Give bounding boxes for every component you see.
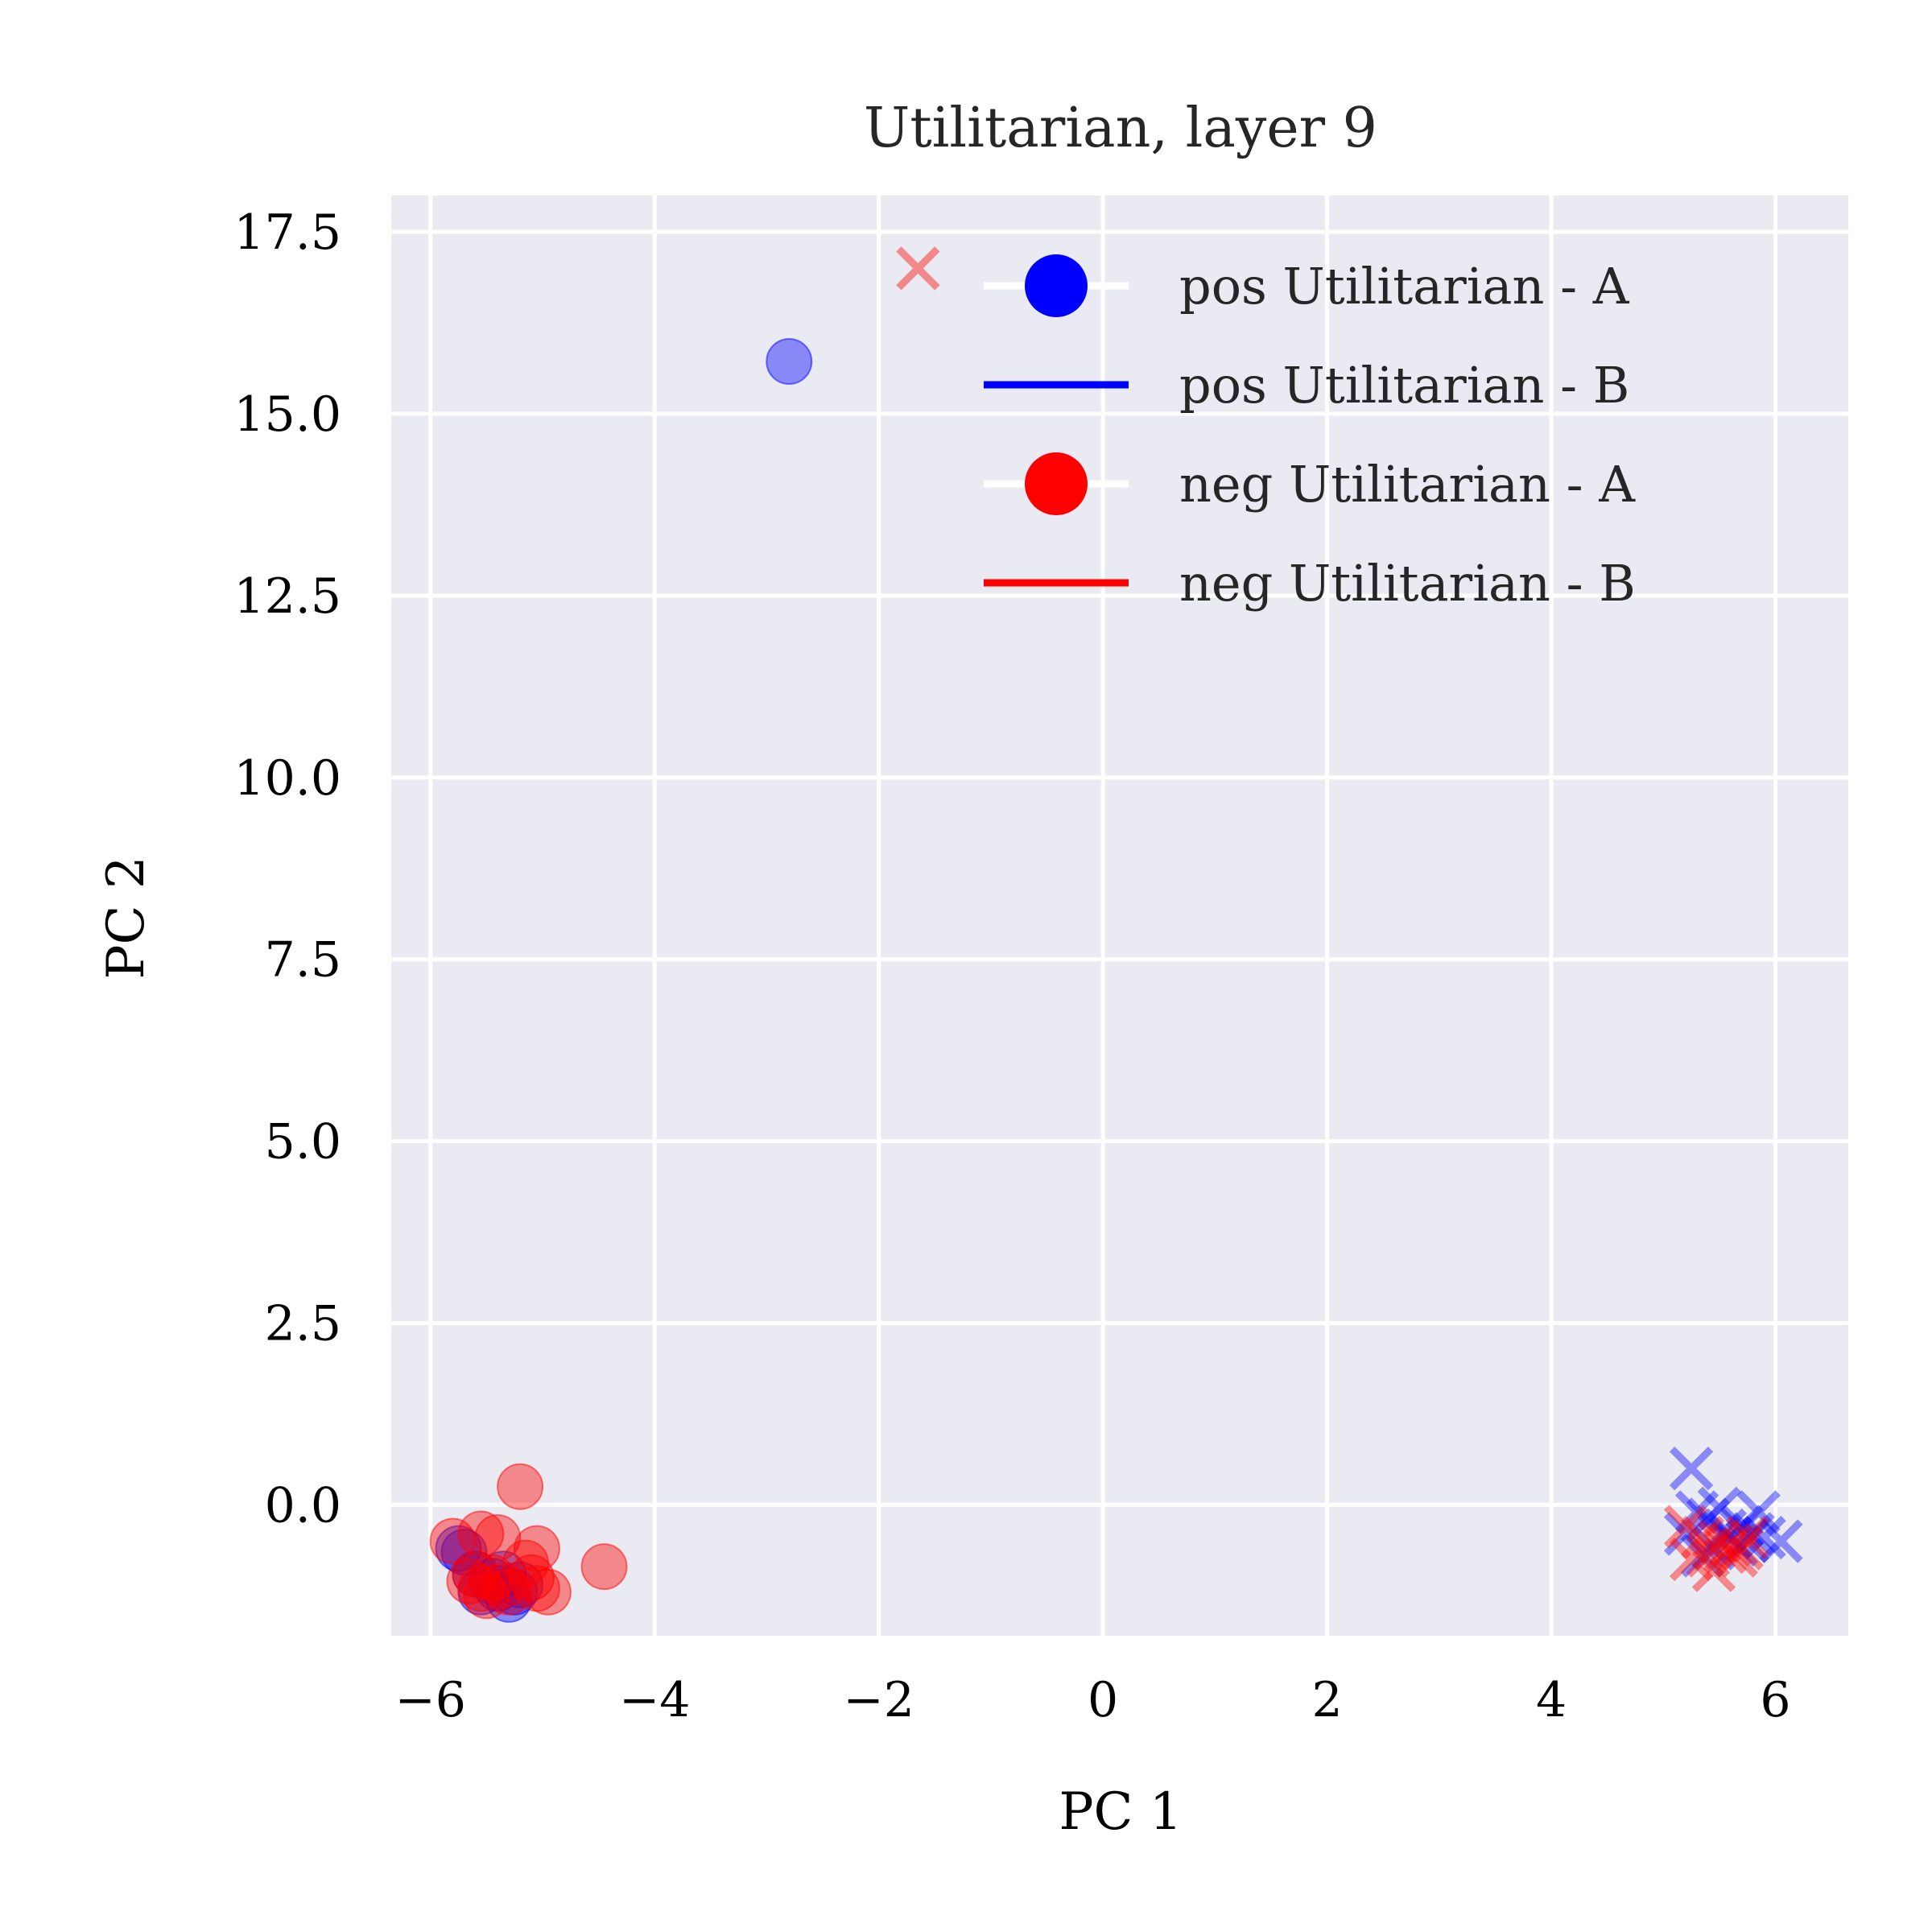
data-point	[1719, 1526, 1764, 1571]
x-tick-label: 6	[1760, 1672, 1790, 1728]
x-tick-label: −2	[843, 1672, 914, 1728]
y-tick-label: 15.0	[233, 386, 341, 443]
data-point	[1663, 1505, 1708, 1549]
data-point	[463, 1572, 510, 1620]
data-points	[429, 246, 1803, 1623]
x-tick-label: −6	[395, 1672, 466, 1728]
grid	[391, 196, 1848, 1636]
data-point	[766, 338, 813, 386]
data-point	[1708, 1522, 1752, 1567]
data-point	[1691, 1526, 1736, 1571]
data-point	[1742, 1515, 1786, 1560]
data-point	[524, 1568, 572, 1616]
data-point	[1686, 1497, 1731, 1542]
x-tick-label: 2	[1311, 1672, 1342, 1728]
data-point	[1759, 1519, 1803, 1563]
legend-item: pos Utilitarian - B	[984, 356, 1629, 415]
chart-title: Utilitarian, layer 9	[864, 97, 1377, 160]
data-point	[1686, 1534, 1731, 1578]
x-tick-label: 0	[1088, 1672, 1118, 1728]
legend-item: pos Utilitarian - A	[984, 254, 1630, 317]
data-point	[1714, 1534, 1758, 1578]
legend: pos Utilitarian - A pos Utilitarian - B ne…	[984, 254, 1636, 613]
data-point	[1714, 1522, 1758, 1567]
y-ticks: 0.0 2.5 5.0 7.5 10.0 12.5 15.0 17.5	[233, 204, 341, 1534]
plot-area	[391, 196, 1848, 1636]
y-tick-label: 2.5	[265, 1295, 341, 1352]
x-axis-label: PC 1	[1059, 1782, 1182, 1842]
data-point	[1725, 1519, 1769, 1563]
data-point	[1719, 1505, 1764, 1549]
data-point	[1691, 1548, 1736, 1592]
y-axis-label: PC 2	[97, 856, 156, 979]
legend-marker	[1025, 452, 1088, 515]
legend-marker	[1025, 254, 1088, 317]
data-point	[1731, 1512, 1775, 1556]
data-point	[1703, 1530, 1748, 1575]
y-tick-label: 10.0	[233, 750, 341, 807]
x-ticks: −6 −4 −2 0 2 4 6	[395, 1672, 1791, 1728]
data-point	[1663, 1512, 1708, 1556]
legend-item: neg Utilitarian - A	[984, 452, 1636, 515]
x-tick-label: −4	[619, 1672, 690, 1728]
legend-label: neg Utilitarian - A	[1179, 455, 1636, 514]
data-point	[1708, 1515, 1752, 1560]
legend-label: pos Utilitarian - B	[1179, 356, 1629, 415]
data-point	[1703, 1508, 1748, 1553]
legend-item: neg Utilitarian - B	[984, 554, 1636, 613]
x-tick-label: 4	[1536, 1672, 1567, 1728]
data-point	[1697, 1486, 1742, 1531]
data-point	[1669, 1447, 1714, 1491]
series-2	[429, 1463, 628, 1620]
y-tick-label: 0.0	[265, 1477, 341, 1534]
data-point	[497, 1463, 544, 1510]
y-tick-label: 17.5	[233, 204, 341, 261]
data-point	[1697, 1519, 1742, 1563]
data-point	[1680, 1534, 1725, 1578]
series-1	[1663, 1447, 1803, 1578]
data-point	[1725, 1515, 1769, 1560]
data-point	[1669, 1537, 1714, 1582]
y-tick-label: 12.5	[233, 568, 341, 625]
data-point	[1680, 1515, 1725, 1560]
data-point	[1736, 1490, 1781, 1534]
y-tick-label: 7.5	[265, 932, 341, 989]
data-point	[1674, 1490, 1719, 1534]
series-3	[896, 246, 1769, 1592]
legend-label: pos Utilitarian - A	[1179, 257, 1630, 316]
y-tick-label: 5.0	[265, 1114, 341, 1170]
legend-label: neg Utilitarian - B	[1179, 554, 1636, 613]
data-point	[896, 246, 940, 291]
data-point	[457, 1510, 505, 1558]
data-point	[580, 1543, 628, 1591]
